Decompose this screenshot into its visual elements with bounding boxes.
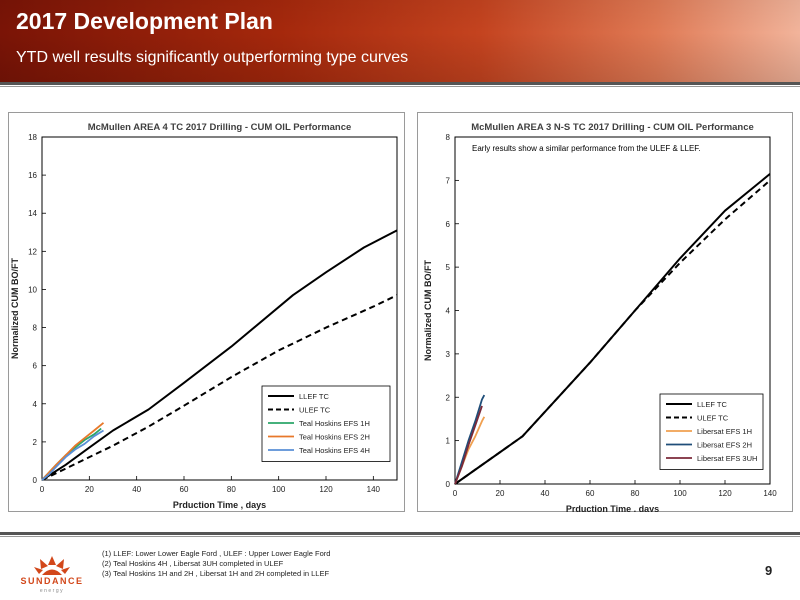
footer-divider-thin xyxy=(0,536,800,537)
chart-1-x-tick-label: 40 xyxy=(541,489,550,498)
chart-0-y-tick-label: 12 xyxy=(28,247,37,256)
chart-0-title: McMullen AREA 4 TC 2017 Drilling - CUM O… xyxy=(88,122,352,133)
slide-title: 2017 Development Plan xyxy=(16,8,273,34)
chart-0-y-tick-label: 2 xyxy=(33,438,38,447)
chart-0-y-tick-label: 8 xyxy=(33,324,38,333)
chart-1-legend-label-4: Libersat EFS 3UH xyxy=(697,454,757,463)
chart-area4-cum-oil: McMullen AREA 4 TC 2017 Drilling - CUM O… xyxy=(8,112,405,512)
chart-0-y-axis-label: Normalized CUM BO/FT xyxy=(10,258,20,360)
slide-subtitle: YTD well results significantly outperfor… xyxy=(16,49,409,66)
chart-0-x-tick-label: 120 xyxy=(319,485,333,494)
chart-1-y-tick-label: 0 xyxy=(446,480,451,489)
chart-1-y-tick-label: 3 xyxy=(446,350,451,359)
chart-0-legend-label-1: ULEF TC xyxy=(299,406,331,415)
chart-0-x-tick-label: 40 xyxy=(132,485,141,494)
chart-1-legend-label-3: Libersat EFS 2H xyxy=(697,441,752,450)
chart-1-y-tick-label: 8 xyxy=(446,133,451,142)
slide-header xyxy=(0,0,800,82)
footnote-2: (2) Teal Hoskins 4H , Libersat 3UH compl… xyxy=(102,559,284,568)
logo-text: SUNDANCE xyxy=(20,576,83,586)
slide-header-shade xyxy=(0,0,800,82)
chart-0-x-tick-label: 20 xyxy=(85,485,94,494)
chart-1-x-tick-label: 20 xyxy=(496,489,505,498)
chart-0-y-tick-label: 14 xyxy=(28,209,37,218)
chart-0-y-tick-label: 18 xyxy=(28,133,37,142)
chart-1-y-axis-label: Normalized CUM BO/FT xyxy=(423,260,433,362)
chart-1-series-line-1 xyxy=(454,179,771,485)
chart-1-legend-label-2: Libersat EFS 1H xyxy=(697,427,752,436)
chart-0-series-line-3 xyxy=(41,422,105,481)
logo-subtext: energy xyxy=(40,588,64,594)
footnote-3: (3) Teal Hoskins 1H and 2H , Libersat 1H… xyxy=(102,569,330,578)
chart-0-x-tick-label: 60 xyxy=(180,485,189,494)
chart-1-legend-label-1: ULEF TC xyxy=(697,414,729,423)
chart-0-x-tick-label: 80 xyxy=(227,485,236,494)
chart-0-y-tick-label: 16 xyxy=(28,171,37,180)
chart-1-y-tick-label: 6 xyxy=(446,220,451,229)
chart-0-legend-label-2: Teal Hoskins EFS 1H xyxy=(299,419,370,428)
chart-1-x-tick-label: 140 xyxy=(763,489,777,498)
chart-0-series-line-4 xyxy=(41,429,104,481)
footnotes: (1) LLEF: Lower Lower Eagle Ford , ULEF … xyxy=(102,549,330,579)
chart-1-x-axis-label: Prduction Time , days xyxy=(566,504,659,512)
chart-1-annotation: Early results show a similar performance… xyxy=(472,144,701,153)
chart-area3-cum-oil: McMullen AREA 3 N-S TC 2017 Drilling - C… xyxy=(417,112,793,512)
chart-0-x-axis-label: Prduction Time , days xyxy=(173,500,266,510)
chart-0-series-line-0 xyxy=(41,229,398,481)
chart-0-y-tick-label: 0 xyxy=(33,476,38,485)
chart-0-series-line-1 xyxy=(41,294,398,481)
chart-1-title: McMullen AREA 3 N-S TC 2017 Drilling - C… xyxy=(471,122,754,133)
chart-1-x-tick-label: 100 xyxy=(673,489,687,498)
chart-0-legend-label-4: Teal Hoskins EFS 4H xyxy=(299,446,370,455)
header-divider-thin xyxy=(0,86,800,87)
chart-1-y-tick-label: 5 xyxy=(446,263,451,272)
chart-1-legend-label-0: LLEF TC xyxy=(697,400,727,409)
chart-area4-svg: McMullen AREA 4 TC 2017 Drilling - CUM O… xyxy=(8,112,405,512)
chart-1-x-tick-label: 60 xyxy=(586,489,595,498)
chart-0-y-tick-label: 4 xyxy=(33,400,38,409)
chart-0-x-tick-label: 140 xyxy=(367,485,381,494)
chart-1-y-tick-label: 7 xyxy=(446,176,451,185)
chart-1-series-line-3 xyxy=(454,394,486,485)
chart-0-x-tick-label: 100 xyxy=(272,485,286,494)
chart-0-y-tick-label: 10 xyxy=(28,285,37,294)
header-divider xyxy=(0,82,800,85)
chart-1-y-tick-label: 4 xyxy=(446,307,451,316)
chart-0-y-tick-label: 6 xyxy=(33,362,38,371)
chart-1-x-tick-label: 120 xyxy=(718,489,732,498)
footnote-1: (1) LLEF: Lower Lower Eagle Ford , ULEF … xyxy=(102,549,331,558)
chart-0-x-tick-label: 0 xyxy=(40,485,45,494)
chart-1-y-tick-label: 1 xyxy=(446,437,451,446)
sundance-logo: SUNDANCE energy xyxy=(20,556,83,594)
chart-1-x-tick-label: 0 xyxy=(453,489,458,498)
footer-divider xyxy=(0,532,800,535)
chart-1-x-tick-label: 80 xyxy=(631,489,640,498)
page-number: 9 xyxy=(765,563,773,578)
chart-0-legend-label-3: Teal Hoskins EFS 2H xyxy=(299,433,370,442)
chart-area3-svg: McMullen AREA 3 N-S TC 2017 Drilling - C… xyxy=(417,112,793,512)
chart-0-plot-area xyxy=(41,136,398,481)
sunburst-icon xyxy=(34,556,70,575)
chart-1-y-tick-label: 2 xyxy=(446,393,451,402)
chart-1-series-line-4 xyxy=(454,405,483,485)
chart-0-legend-label-0: LLEF TC xyxy=(299,392,329,401)
